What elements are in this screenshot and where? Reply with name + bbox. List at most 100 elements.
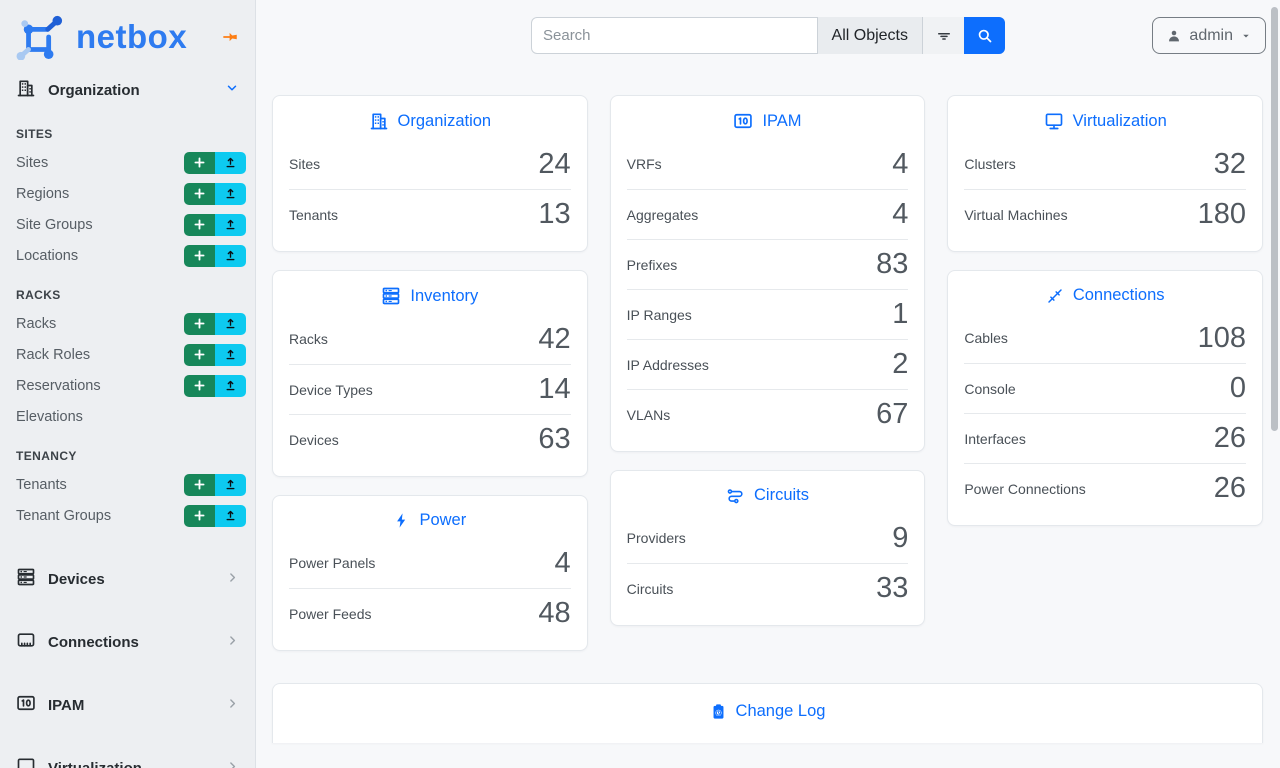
add-reservations-button[interactable] [184, 374, 215, 397]
add-sites-button[interactable] [184, 151, 215, 174]
stat-value[interactable]: 26 [1213, 422, 1247, 454]
sidebar-item-locations[interactable]: Locations [0, 240, 255, 271]
stat-row-circuits: Circuits 33 [626, 563, 909, 613]
search-scope-select[interactable]: All Objects [816, 17, 922, 54]
import-tenant-groups-button[interactable] [215, 504, 246, 527]
stat-value[interactable]: 0 [1229, 372, 1247, 404]
stat-value[interactable]: 14 [538, 373, 571, 405]
card-power: Power Power Panels 4 Power Feeds 48 [272, 495, 588, 651]
sidebar-group-ipam[interactable]: IPAM [0, 680, 255, 730]
stat-value[interactable]: 48 [538, 597, 571, 629]
sidebar-item-reservations[interactable]: Reservations [0, 370, 255, 401]
stat-value[interactable]: 24 [538, 147, 571, 180]
stat-value[interactable]: 67 [876, 398, 909, 430]
import-racks-button[interactable] [215, 312, 246, 335]
pin-icon [221, 28, 239, 46]
stat-value[interactable]: 13 [538, 198, 571, 230]
pin-sidebar-button[interactable] [221, 28, 239, 46]
upload-icon [224, 317, 237, 330]
binary-icon [733, 111, 753, 131]
caret-down-icon [1240, 30, 1252, 42]
monitor-icon [16, 756, 36, 768]
add-tenants-button[interactable] [184, 473, 215, 496]
stat-label: Interfaces [964, 430, 1026, 447]
chevron-right-icon [226, 697, 239, 710]
import-reservations-button[interactable] [215, 374, 246, 397]
user-name: admin [1189, 26, 1233, 44]
upload-icon [224, 348, 237, 361]
stat-value[interactable]: 33 [876, 572, 909, 604]
plus-icon [193, 478, 206, 491]
stat-label: VLANs [626, 406, 671, 423]
stat-value[interactable]: 42 [538, 322, 571, 355]
stat-value[interactable]: 108 [1197, 321, 1247, 354]
plus-icon [193, 317, 206, 330]
stat-row-cables: Cables 108 [964, 313, 1246, 363]
user-menu-button[interactable]: admin [1152, 17, 1266, 54]
sidebar-item-site-groups[interactable]: Site Groups [0, 209, 255, 240]
import-tenants-button[interactable] [215, 473, 246, 496]
stat-label: Circuits [626, 580, 674, 597]
sidebar-item-regions[interactable]: Regions [0, 178, 255, 209]
search-input[interactable] [531, 17, 817, 54]
add-locations-button[interactable] [184, 244, 215, 267]
sidebar-group-connections[interactable]: Connections [0, 617, 255, 667]
add-tenant-groups-button[interactable] [184, 504, 215, 527]
stat-value[interactable]: 4 [892, 198, 909, 230]
card-ipam: IPAM VRFs 4 Aggregates 4 Prefixes 83 IP … [609, 95, 926, 452]
plus-icon [193, 218, 206, 231]
add-regions-button[interactable] [184, 182, 215, 205]
changelog-card: Change Log [272, 683, 1263, 743]
sidebar-item-tenant-groups[interactable]: Tenant Groups [0, 500, 255, 531]
import-regions-button[interactable] [215, 182, 246, 205]
sidebar-group-organization[interactable]: Organization [0, 70, 255, 110]
search-bar: All Objects [531, 17, 1005, 54]
card-title-inventory: Inventory [289, 271, 571, 314]
bolt-icon [393, 512, 410, 529]
stat-row-prefixes: Prefixes 83 [626, 239, 909, 289]
sidebar-item-tenants[interactable]: Tenants [0, 469, 255, 500]
brand-name: netbox [76, 18, 188, 55]
server-stack-icon [16, 567, 36, 587]
card-organization: Organization Sites 24 Tenants 13 [272, 95, 588, 252]
filter-button[interactable] [922, 17, 964, 54]
import-locations-button[interactable] [215, 244, 246, 267]
sidebar-group-virtualization[interactable]: Virtualization [0, 743, 255, 768]
add-racks-button[interactable] [184, 312, 215, 335]
stat-value[interactable]: 9 [892, 521, 909, 554]
stat-value[interactable]: 4 [554, 546, 571, 579]
scrollbar-track[interactable] [1270, 0, 1279, 768]
stat-label: Providers [626, 530, 686, 546]
stat-value[interactable]: 2 [892, 348, 909, 380]
stat-value[interactable]: 4 [892, 147, 909, 180]
stat-row-vrfs: VRFs 4 [627, 139, 909, 189]
changelog-header: Change Log [289, 684, 1246, 721]
sidebar-item-rack-roles[interactable]: Rack Roles [0, 339, 255, 370]
stat-value[interactable]: 180 [1197, 198, 1247, 230]
stat-value[interactable]: 26 [1213, 472, 1247, 504]
sidebar-item-racks[interactable]: Racks [0, 308, 255, 339]
stat-label: VRFs [626, 156, 662, 172]
import-rack-roles-button[interactable] [215, 343, 246, 366]
import-site-groups-button[interactable] [215, 213, 246, 236]
sidebar: netbox Organization SITES Sites Regions [0, 0, 256, 768]
scrollbar-thumb[interactable] [1271, 7, 1278, 431]
stat-value[interactable]: 63 [538, 423, 571, 455]
stat-value[interactable]: 32 [1213, 147, 1247, 180]
search-submit-button[interactable] [964, 17, 1005, 54]
stat-value[interactable]: 83 [876, 248, 909, 280]
stat-label: Racks [289, 331, 328, 347]
sidebar-group-devices[interactable]: Devices [0, 554, 255, 604]
brand[interactable]: netbox [0, 0, 255, 70]
dashboard: Organization Sites 24 Tenants 13 Invento… [256, 70, 1280, 743]
import-sites-button[interactable] [215, 151, 246, 174]
user-icon [1166, 28, 1182, 44]
sidebar-item-elevations[interactable]: Elevations [16, 408, 83, 425]
add-rack-roles-button[interactable] [184, 343, 215, 366]
sidebar-item-sites[interactable]: Sites [0, 147, 255, 178]
upload-icon [224, 509, 237, 522]
card-virtualization: Virtualization Clusters 32 Virtual Machi… [947, 95, 1264, 252]
add-site-groups-button[interactable] [184, 213, 215, 236]
stat-label: Tenants [289, 206, 339, 223]
stat-value[interactable]: 1 [892, 298, 909, 330]
